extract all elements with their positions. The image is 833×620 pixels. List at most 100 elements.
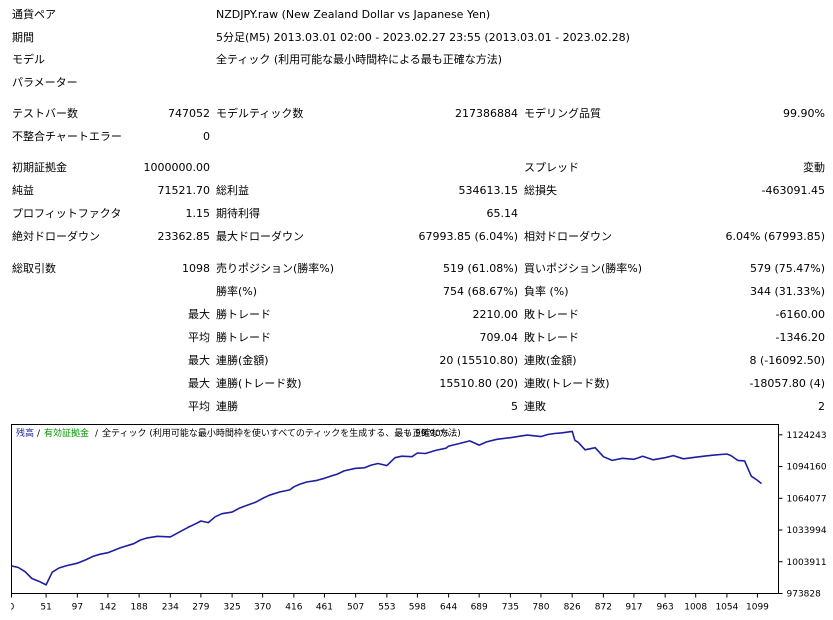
x-tick-label: 735 — [502, 603, 519, 613]
quality-value: 99.90% — [783, 107, 825, 120]
ticks-value: 217386884 — [455, 107, 518, 120]
avg-consec-prefix-label: 平均 — [188, 400, 210, 413]
max-drawdown-label: 最大ドローダウン — [216, 230, 304, 243]
loss-rate-label: 負率 (%) — [524, 285, 569, 298]
max-drawdown-value: 67993.85 (6.04%) — [418, 230, 518, 243]
largest-loss-label: 敗トレード — [524, 308, 579, 321]
profit-factor-label: プロフィットファクタ — [12, 207, 122, 220]
avg-consec-losses-label: 連敗 — [524, 400, 546, 413]
largest-prefix-label: 最大 — [188, 308, 210, 321]
currency-pair-value: NZDJPY.raw (New Zealand Dollar vs Japane… — [216, 8, 491, 21]
spread-value: 変動 — [803, 161, 825, 174]
x-tick-label: 598 — [409, 603, 426, 613]
largest-win-label: 勝トレード — [216, 308, 271, 321]
balance-chart-svg: 残高 / 有効証拠金 / 全ティック (利用可能な最小時間枠を使いすべてのティッ… — [11, 424, 827, 613]
relative-drawdown-label: 相対ドローダウン — [524, 230, 612, 243]
plot-frame — [11, 424, 779, 594]
win-rate-value: 754 (68.67%) — [442, 285, 518, 298]
x-tick-label: 0 — [11, 603, 15, 613]
y-tick-label: 1003911 — [787, 558, 827, 568]
x-tick-label: 1008 — [684, 603, 707, 613]
max-consec-wins-count-value: 15510.80 (20) — [439, 377, 518, 390]
x-tick-label: 644 — [440, 603, 457, 613]
loss-rate-value: 344 (31.33%) — [749, 285, 825, 298]
x-tick-label: 917 — [625, 603, 642, 613]
expected-payoff-label: 期待利得 — [216, 207, 260, 220]
max-consec-losses-count-value: -18057.80 (4) — [749, 377, 825, 390]
currency-pair-label: 通貨ペア — [12, 8, 56, 21]
legend-quality: 99.90% — [415, 429, 450, 439]
balance-series-line — [11, 430, 762, 586]
x-tick-label: 416 — [285, 603, 302, 613]
largest-win-value: 2210.00 — [472, 308, 519, 321]
x-tick-label: 142 — [99, 603, 116, 613]
max-consec-wins-amount-label: 連勝(金額) — [216, 354, 269, 367]
average-loss-value: -1346.20 — [775, 331, 825, 344]
bars-value: 747052 — [168, 107, 210, 120]
y-tick-label: 1033994 — [787, 526, 827, 536]
legend-model: 全ティック (利用可能な最小時間枠を使いすべてのティックを生成する、最も正確な方… — [102, 427, 461, 439]
parameters-label: パラメーター — [12, 76, 78, 89]
gross-profit-value: 534613.15 — [458, 184, 519, 197]
x-tick-label: 234 — [162, 603, 179, 613]
y-tick-label: 1094160 — [787, 463, 827, 473]
absolute-drawdown-value: 23362.85 — [157, 230, 211, 243]
average-win-label: 勝トレード — [216, 331, 271, 344]
legend-equity: 有効証拠金 — [44, 427, 89, 439]
spread-label: スプレッド — [524, 161, 579, 174]
deposit-label: 初期証拠金 — [12, 161, 67, 174]
long-positions-value: 579 (75.47%) — [749, 262, 825, 275]
x-tick-label: 872 — [595, 603, 612, 613]
legend-separator-2: / — [95, 429, 99, 439]
relative-drawdown-value: 6.04% (67993.85) — [725, 230, 825, 243]
total-trades-label: 総取引数 — [12, 262, 56, 275]
average-loss-label: 敗トレード — [524, 331, 579, 344]
x-tick-label: 325 — [224, 603, 241, 613]
avg-consec-wins-value: 5 — [511, 400, 518, 413]
quality-label: モデリング品質 — [524, 107, 601, 120]
y-tick-label: 973828 — [787, 590, 822, 600]
x-tick-label: 51 — [40, 603, 51, 613]
avg-consec-losses-value: 2 — [818, 400, 825, 413]
absolute-drawdown-label: 絶対ドローダウン — [12, 230, 100, 243]
total-trades-value: 1098 — [182, 262, 210, 275]
max-consec-losses-amount-value: 8 (-16092.50) — [749, 354, 825, 367]
max-consec-count-prefix-label: 最大 — [188, 377, 210, 390]
y-tick-label: 1124243 — [787, 431, 827, 441]
x-tick-label: 97 — [72, 603, 83, 613]
largest-loss-value: -6160.00 — [775, 308, 825, 321]
long-positions-label: 買いポジション(勝率%) — [524, 262, 643, 275]
legend-separator-1: / — [37, 429, 41, 439]
max-consec-losses-count-label: 連敗(トレード数) — [524, 377, 610, 390]
average-win-value: 709.04 — [479, 331, 519, 344]
max-consec-wins-count-label: 連勝(トレード数) — [216, 377, 302, 390]
legend-balance: 残高 — [16, 427, 34, 439]
period-value: 5分足(M5) 2013.03.01 02:00 - 2023.02.27 23… — [216, 31, 630, 44]
net-profit-label: 純益 — [12, 184, 34, 197]
x-tick-label: 1099 — [746, 603, 769, 613]
gross-loss-label: 総損失 — [524, 184, 557, 197]
mismatch-value: 0 — [203, 130, 210, 143]
deposit-value: 1000000.00 — [143, 161, 210, 174]
y-tick-label: 1064077 — [787, 494, 827, 504]
legend-separator-3: / — [407, 429, 411, 439]
max-consec-losses-amount-label: 連敗(金額) — [524, 354, 577, 367]
ticks-label: モデルティック数 — [216, 107, 304, 120]
max-consec-wins-amount-value: 20 (15510.80) — [439, 354, 518, 367]
short-positions-value: 519 (61.08%) — [442, 262, 518, 275]
mismatch-label: 不整合チャートエラー — [12, 130, 122, 143]
avg-consec-wins-label: 連勝 — [216, 400, 238, 413]
expected-payoff-value: 65.14 — [486, 207, 519, 220]
bars-label: テストバー数 — [12, 107, 78, 120]
model-label: モデル — [12, 53, 45, 66]
x-tick-label: 689 — [471, 603, 488, 613]
gross-profit-label: 総利益 — [216, 184, 249, 197]
average-prefix-label: 平均 — [188, 331, 210, 344]
x-tick-label: 553 — [378, 603, 395, 613]
model-value: 全ティック (利用可能な最小時間枠による最も正確な方法) — [216, 53, 503, 66]
x-tick-label: 279 — [192, 603, 209, 613]
x-tick-label: 826 — [564, 603, 581, 613]
x-tick-label: 370 — [254, 603, 271, 613]
gross-loss-value: -463091.45 — [761, 184, 825, 197]
x-tick-label: 963 — [657, 603, 674, 613]
